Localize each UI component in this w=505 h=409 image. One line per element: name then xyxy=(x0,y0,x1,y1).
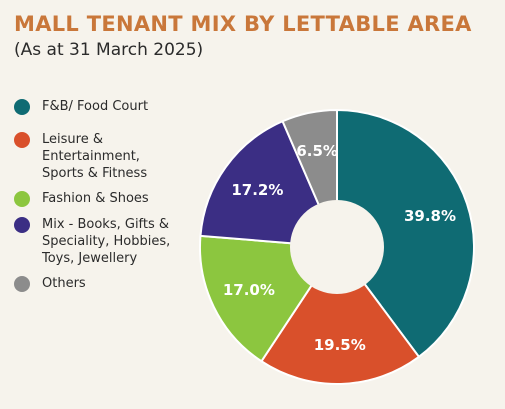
legend-label-leisure: Leisure & Entertainment, Sports & Fitnes… xyxy=(42,132,148,181)
legend-swatch-others xyxy=(14,276,30,292)
slice-label-leisure: 19.5% xyxy=(314,336,366,354)
legend-label-mix: Mix - Books, Gifts & Speciality, Hobbies… xyxy=(42,217,171,266)
chart-title: MALL TENANT MIX BY LETTABLE AREA xyxy=(14,12,472,36)
legend-label-fashion: Fashion & Shoes xyxy=(42,191,149,206)
legend-item-food-court: F&B/ Food Court xyxy=(14,98,192,115)
legend-item-leisure: Leisure & Entertainment, Sports & Fitnes… xyxy=(14,131,152,182)
slice-food-court xyxy=(336,108,475,359)
slice-label-mix: 17.2% xyxy=(231,181,283,199)
legend-swatch-food-court xyxy=(14,99,30,115)
slice-label-food-court: 39.8% xyxy=(404,207,456,225)
legend-item-mix: Mix - Books, Gifts & Speciality, Hobbies… xyxy=(14,216,182,267)
legend-swatch-fashion xyxy=(14,191,30,207)
slice-label-others: 6.5% xyxy=(296,142,338,160)
chart-subtitle: (As at 31 March 2025) xyxy=(14,40,204,60)
legend-swatch-mix xyxy=(14,217,30,233)
donut-hole xyxy=(290,200,384,294)
slice-leisure xyxy=(260,245,421,385)
legend-swatch-leisure xyxy=(14,132,30,148)
legend-label-food-court: F&B/ Food Court xyxy=(42,99,149,114)
legend-item-others: Others xyxy=(14,275,192,292)
legend-item-fashion: Fashion & Shoes xyxy=(14,190,192,207)
legend-label-others: Others xyxy=(42,276,86,291)
slice-label-fashion: 17.0% xyxy=(223,281,275,299)
